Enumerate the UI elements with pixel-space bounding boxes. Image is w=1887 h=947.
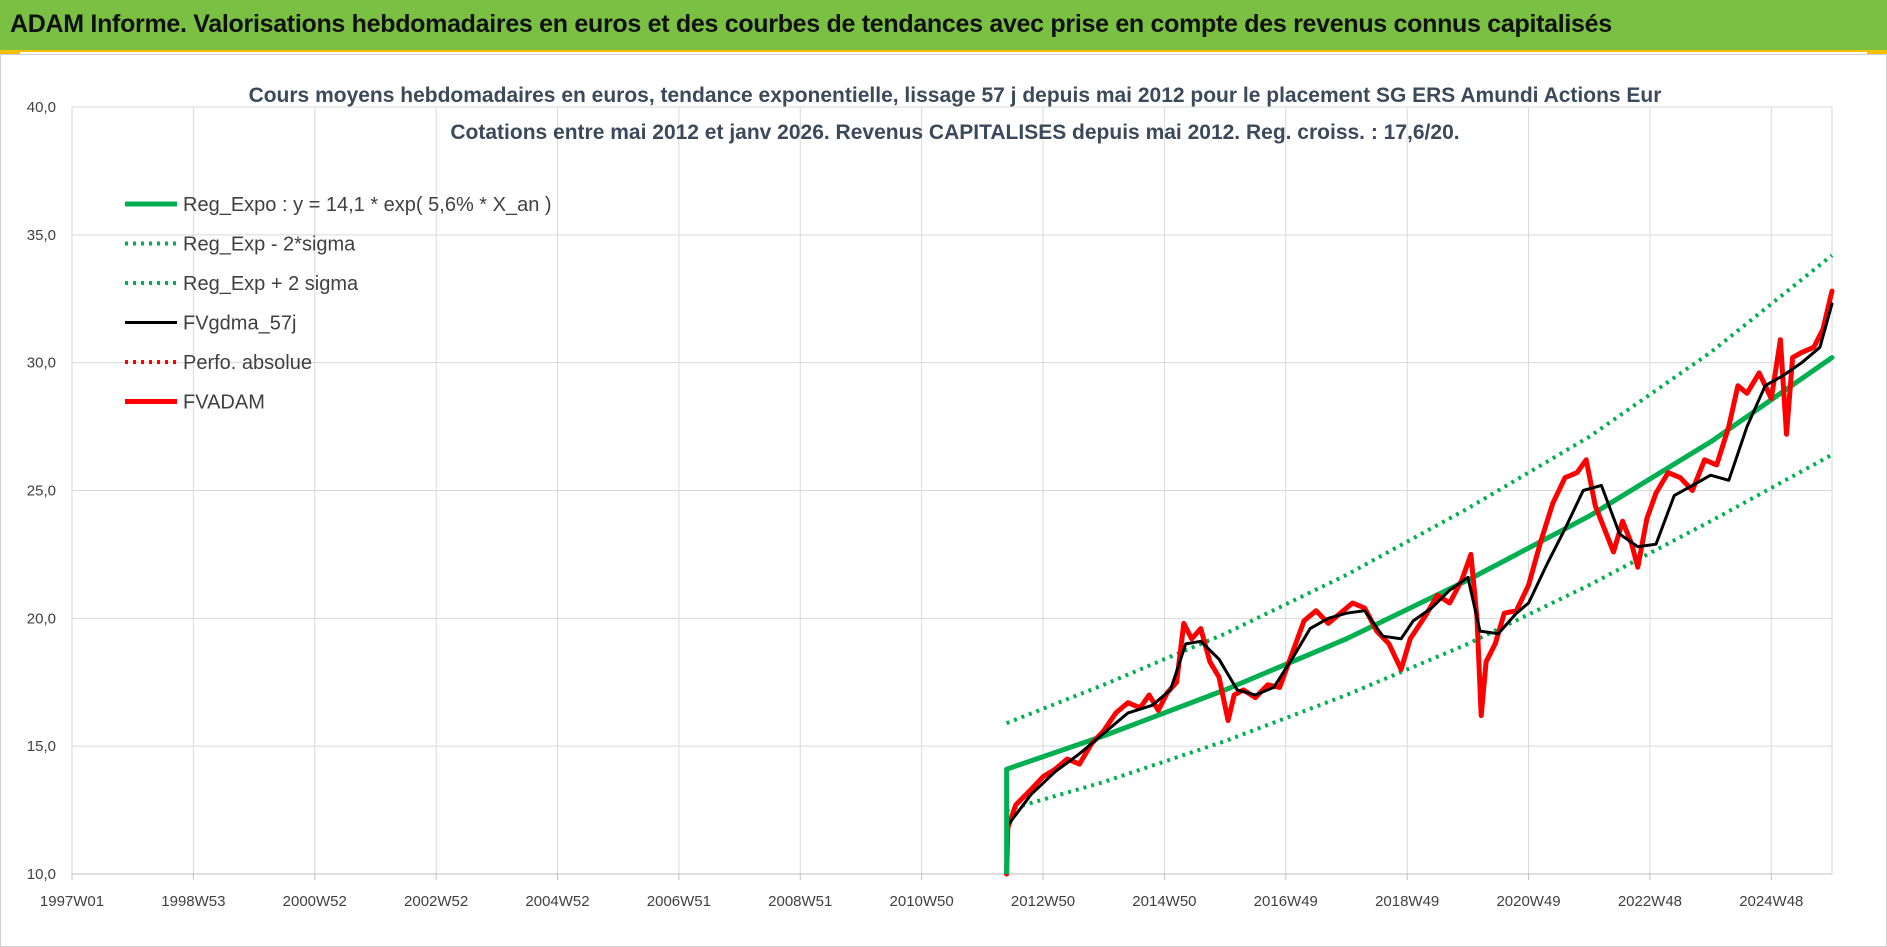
y-tick-label: 30,0	[27, 355, 56, 372]
x-tick-label: 2008W51	[768, 893, 832, 910]
series-line-0	[1004, 355, 1835, 772]
x-tick-label: 2000W52	[283, 893, 347, 910]
y-tick-label: 40,0	[27, 99, 56, 116]
report-title: ADAM Informe. Valorisations hebdomadaire…	[10, 10, 1612, 38]
y-tick-label: 15,0	[27, 738, 56, 755]
report-banner: ADAM Informe. Valorisations hebdomadaire…	[0, 0, 1887, 52]
x-tick-label: 1997W01	[40, 893, 104, 910]
gridlines	[71, 106, 1833, 875]
y-tick-label: 10,0	[27, 866, 56, 883]
legend-entry-label: FVgdma_57j	[183, 313, 296, 335]
x-tick-label: 2012W50	[1011, 893, 1075, 910]
y-tick-label: 20,0	[27, 610, 56, 627]
x-tick-label: 2024W48	[1739, 893, 1803, 910]
x-tick-label: 1998W53	[161, 893, 225, 910]
x-tick-label: 2004W52	[525, 893, 589, 910]
series-line-3	[1008, 302, 1834, 825]
legend: Reg_Expo : y = 14,1 * exp( 5,6% * X_an )…	[125, 194, 552, 414]
x-tick-label: 2006W51	[647, 893, 711, 910]
legend-entry-label: Reg_Exp - 2*sigma	[183, 234, 356, 256]
axes: 10,0 15,0 20,0 25,0 30,0 35,0 40,0 1997W01 1998W…	[27, 99, 1832, 910]
x-tick-label: 2010W50	[890, 893, 954, 910]
y-tick-label: 25,0	[27, 483, 56, 500]
accent-bar-right	[1867, 50, 1887, 54]
y-tick-label: 35,0	[27, 227, 56, 244]
legend-entry-label: Perfo. absolue	[183, 352, 312, 374]
x-tick-label: 2014W50	[1132, 893, 1196, 910]
legend-entry-label: Reg_Exp + 2 sigma	[183, 273, 359, 295]
x-tick-label: 2020W49	[1496, 893, 1560, 910]
series-lines	[1004, 253, 1835, 877]
chart-title-line1: Cours moyens hebdomadaires en euros, ten…	[249, 84, 1662, 107]
series-line-5	[1004, 288, 1835, 877]
series-line-2	[1005, 253, 1834, 726]
accent-bar-left	[0, 50, 20, 54]
x-tick-label: 2002W52	[404, 893, 468, 910]
series-line-1	[1006, 452, 1833, 813]
x-tick-label: 2022W48	[1618, 893, 1682, 910]
legend-entry-label: Reg_Expo : y = 14,1 * exp( 5,6% * X_an )	[183, 194, 552, 216]
legend-entry-label: FVADAM	[183, 392, 265, 414]
x-tick-label: 2016W49	[1254, 893, 1318, 910]
chart-title-line2: Cotations entre mai 2012 et janv 2026. R…	[450, 121, 1459, 144]
x-tick-label: 2018W49	[1375, 893, 1439, 910]
